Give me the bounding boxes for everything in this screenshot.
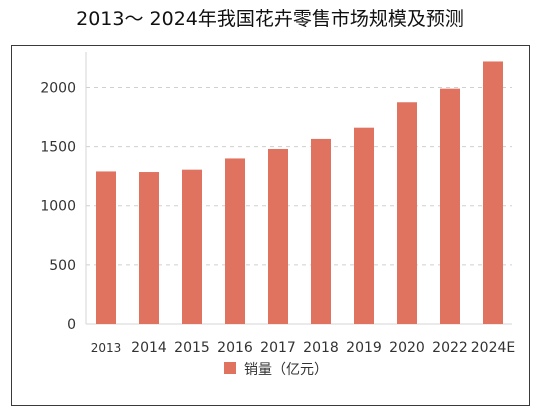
bars [96,61,503,325]
bar-2018 [311,138,331,324]
bar-2017 [268,148,288,324]
x-tick-label: 2018 [303,340,339,356]
x-tick-label: 2016 [217,340,253,356]
bar-2020 [397,102,417,325]
bar-2014 [139,172,159,324]
bar-2013 [96,171,116,324]
x-tick-label: 2015 [174,340,210,356]
y-tick-label: 1000 [40,199,76,215]
x-tick-label: 2017 [260,340,296,356]
chart-frame [11,45,530,406]
y-tick-labels: 0 500 1000 1500 2000 [40,80,76,333]
bar-2024E [483,61,503,324]
x-tick-label: 2024E [471,340,515,356]
y-tick-label: 1500 [40,140,76,156]
x-tick-label: 2020 [389,340,425,356]
bar-2019 [354,127,374,325]
legend-swatch [224,362,236,374]
y-tick-label: 0 [67,317,76,333]
bar-2016 [225,158,245,324]
legend-label: 销量（亿元） [244,362,328,378]
bar-2022 [440,88,460,325]
bar-2015 [182,169,202,324]
x-tick-label: 2014 [131,340,167,356]
legend: 销量（亿元） [224,362,328,378]
page-title: 2013～ 2024年我国花卉零售市场规模及预测 [76,8,464,30]
y-tick-label: 500 [49,258,76,274]
x-tick-label: 2019 [346,340,382,356]
y-tick-label: 2000 [40,80,76,96]
x-tick-labels: 2013 2014 2015 2016 2017 2018 2019 2020 2022 2024… [91,340,516,356]
x-tick-label: 2022 [432,340,468,356]
x-tick-label: 2013 [91,341,122,355]
